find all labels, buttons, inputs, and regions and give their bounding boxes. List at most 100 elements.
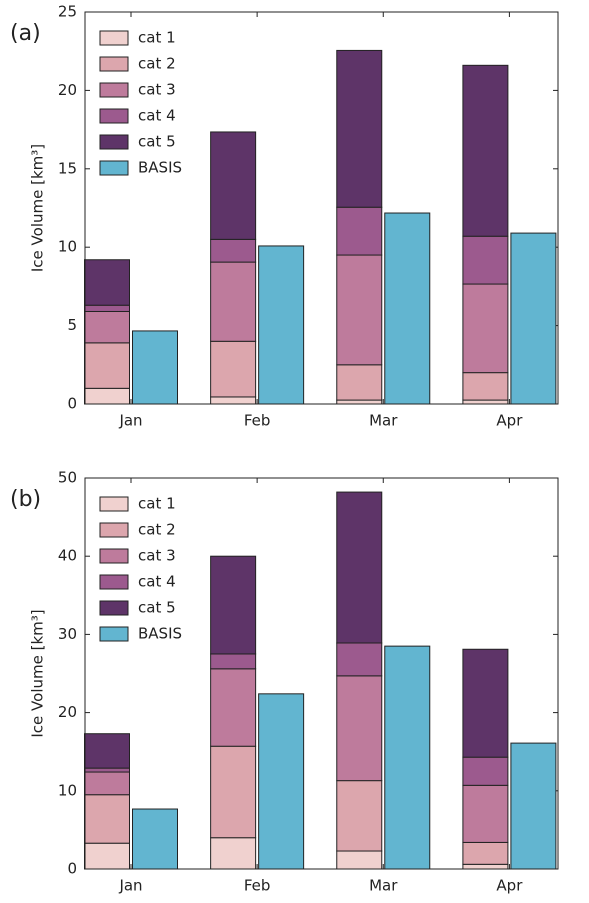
bar [84, 310, 130, 344]
bar [258, 693, 305, 870]
legend-label: cat 4 [138, 573, 176, 591]
bar [336, 850, 383, 870]
bar [462, 399, 509, 405]
bar [84, 387, 130, 405]
bar [336, 364, 383, 401]
bar [462, 235, 509, 285]
bar [336, 399, 383, 405]
bar [210, 261, 257, 342]
y-tick-label: 10 [58, 781, 77, 799]
legend-swatch [99, 134, 129, 150]
legend-swatch [99, 574, 129, 590]
bar [84, 767, 130, 773]
x-tick-label: Mar [369, 877, 398, 895]
y-tick-label: 10 [58, 238, 77, 256]
y-axis-title: Ice Volume [km³] [29, 144, 47, 272]
bar [336, 491, 383, 644]
legend-label: cat 2 [138, 521, 176, 539]
legend-label: cat 1 [138, 29, 176, 47]
bar [336, 642, 383, 677]
y-tick-label: 30 [58, 625, 77, 643]
bar [336, 780, 383, 852]
bar [84, 342, 130, 389]
bar [510, 232, 557, 405]
x-tick-label: Jan [118, 877, 142, 895]
legend-swatch [99, 626, 129, 642]
bar [462, 756, 509, 786]
bar [84, 842, 130, 870]
bar [210, 745, 257, 839]
legend-label: cat 4 [138, 107, 176, 125]
x-tick-label: Apr [496, 412, 523, 430]
y-tick-label: 40 [58, 547, 77, 565]
bar [84, 733, 130, 769]
legend-label: cat 5 [138, 133, 176, 151]
bar [336, 49, 383, 208]
legend-swatch [99, 160, 129, 176]
bar [84, 259, 130, 306]
bar [210, 668, 257, 747]
bar [510, 742, 557, 870]
bar [258, 245, 305, 405]
legend-swatch [99, 30, 129, 46]
panel-label: (a) [10, 21, 41, 46]
bar [84, 304, 130, 312]
y-tick-label: 25 [58, 3, 77, 21]
x-tick-label: Mar [369, 412, 398, 430]
x-tick-label: Apr [496, 877, 523, 895]
legend-swatch [99, 496, 129, 512]
bar [462, 648, 509, 758]
y-axis-title: Ice Volume [km³] [29, 609, 47, 737]
bar [336, 675, 383, 782]
legend-label: cat 3 [138, 81, 176, 99]
legend-label: cat 5 [138, 599, 176, 617]
legend-swatch [99, 548, 129, 564]
legend-swatch [99, 108, 129, 124]
bar [210, 396, 257, 405]
bar [210, 238, 257, 263]
bar [462, 372, 509, 401]
legend-swatch [99, 82, 129, 98]
bar [132, 808, 178, 870]
plot-frame [84, 477, 559, 870]
legend-swatch [99, 56, 129, 72]
x-tick-label: Feb [244, 412, 271, 430]
legend-label: cat 3 [138, 547, 176, 565]
x-tick-label: Feb [244, 877, 271, 895]
bar [210, 340, 257, 398]
bar [462, 64, 509, 237]
bar [462, 841, 509, 865]
bar [84, 794, 130, 844]
bar [210, 555, 257, 655]
bar [210, 837, 257, 870]
legend-label: cat 1 [138, 495, 176, 513]
bar [462, 784, 509, 843]
bar [462, 283, 509, 374]
bar [84, 771, 130, 796]
legend-label: BASIS [138, 625, 182, 643]
bar [462, 863, 509, 870]
bar [336, 254, 383, 366]
legend-label: BASIS [138, 159, 182, 177]
bar [336, 206, 383, 256]
y-tick-label: 20 [58, 703, 77, 721]
plot-frame [84, 11, 559, 405]
panel-label: (b) [10, 487, 41, 512]
legend-swatch [99, 522, 129, 538]
bar [132, 330, 178, 405]
y-tick-label: 15 [58, 159, 77, 177]
legend-label: cat 2 [138, 55, 176, 73]
bar [210, 653, 257, 670]
y-tick-label: 50 [58, 469, 77, 487]
x-tick-label: Jan [118, 412, 142, 430]
y-tick-label: 20 [58, 81, 77, 99]
legend-swatch [99, 600, 129, 616]
y-tick-label: 5 [67, 316, 77, 334]
bar [384, 212, 431, 405]
y-tick-label: 0 [67, 395, 77, 413]
y-tick-label: 0 [67, 860, 77, 878]
bar [384, 645, 431, 870]
bar [210, 131, 257, 240]
